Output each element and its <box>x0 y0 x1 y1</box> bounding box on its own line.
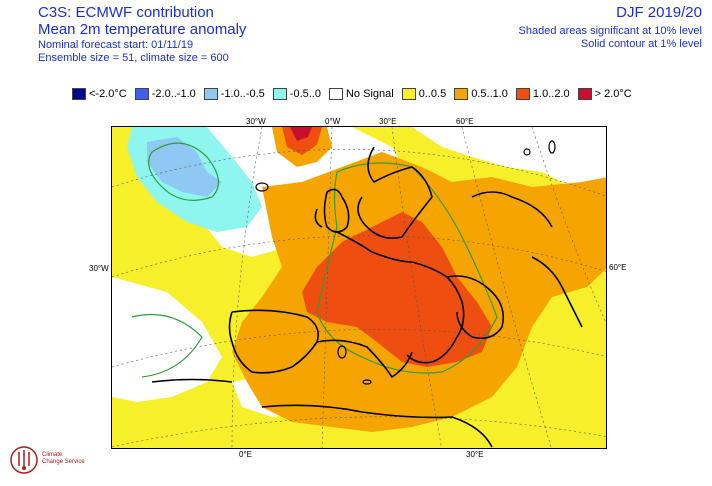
anomaly-map <box>111 126 607 449</box>
legend-item: > 2.0°C <box>577 88 632 100</box>
legend-label: -0.5..0 <box>289 88 321 100</box>
region-light-blue <box>147 137 222 197</box>
region-dark-red <box>290 127 312 141</box>
legend-swatch <box>72 88 86 100</box>
legend-swatch <box>577 88 592 100</box>
logo-text: Climate Change Service <box>42 452 85 466</box>
coord-top-0w: 0°W <box>325 117 341 126</box>
chart-title: C3S: ECMWF contribution <box>38 4 214 21</box>
legend-swatch <box>134 88 149 100</box>
season-label: DJF 2019/20 <box>616 4 702 21</box>
legend-item: -1.0..-0.5 <box>203 88 265 100</box>
legend-swatch <box>272 88 287 100</box>
legend-swatch <box>401 88 416 100</box>
copernicus-logo-icon <box>10 446 38 474</box>
graticule <box>112 127 606 448</box>
coord-left-30w: 30°W <box>89 264 109 273</box>
legend-label: 0.5..1.0 <box>471 88 508 100</box>
coord-bottom-0e: 0°E <box>239 450 252 459</box>
region-red-orange-top <box>282 127 322 155</box>
region-no-signal-ne <box>412 127 606 187</box>
chart-subtitle: Mean 2m temperature anomaly <box>38 21 247 38</box>
coord-top-60e: 60°E <box>456 117 474 126</box>
legend-item: 0.5..1.0 <box>454 88 508 100</box>
legend-item: -0.5..0 <box>272 88 321 100</box>
legend-label: -2.0..-1.0 <box>151 88 196 100</box>
legend-label: 0..0.5 <box>418 88 447 100</box>
legend-swatch <box>328 88 343 100</box>
legend-item: 0..0.5 <box>401 88 447 100</box>
logo-line1: Climate <box>42 452 63 458</box>
coord-bottom-30e: 30°E <box>466 450 484 459</box>
coord-top-30w: 30°W <box>246 117 266 126</box>
ensemble-size: Ensemble size = 51, climate size = 600 <box>38 52 229 64</box>
region-no-signal-west <box>112 277 222 402</box>
forecast-start: Nominal forecast start: 01/11/19 <box>38 39 194 51</box>
significance-contour: Solid contour at 1% level <box>580 38 702 50</box>
coastlines <box>151 146 583 448</box>
title-block: C3S: ECMWF contribution Mean 2m temperat… <box>38 5 246 65</box>
legend-item: <-2.0°C <box>72 88 127 100</box>
significance-contour-lines <box>131 142 498 378</box>
legend-label: -1.0..-0.5 <box>220 88 265 100</box>
legend-item: -2.0..-1.0 <box>134 88 196 100</box>
map-svg <box>112 127 606 448</box>
logo-line2: Change Service <box>42 459 85 465</box>
coord-right-60e: 60°E <box>609 263 627 272</box>
legend-label: 1.0..2.0 <box>532 88 570 100</box>
legend-label: <-2.0°C <box>89 88 127 100</box>
coord-top-30e: 30°E <box>379 117 397 126</box>
legend-swatch <box>515 88 530 100</box>
legend-item: No Signal <box>328 88 394 100</box>
islands <box>255 140 556 385</box>
legend-swatch <box>454 88 469 100</box>
significance-shaded: Shaded areas significant at 10% level <box>518 25 702 37</box>
region-red-orange <box>302 212 492 367</box>
period-block: DJF 2019/20 Shaded areas significant at … <box>519 5 702 51</box>
legend-swatch <box>203 88 218 100</box>
legend: <-2.0°C -2.0..-1.0 -1.0..-0.5 -0.5..0 No Sig… <box>72 88 632 100</box>
legend-item: 1.0..2.0 <box>515 88 570 100</box>
legend-label: > 2.0°C <box>594 88 632 100</box>
legend-label: No Signal <box>345 88 394 100</box>
